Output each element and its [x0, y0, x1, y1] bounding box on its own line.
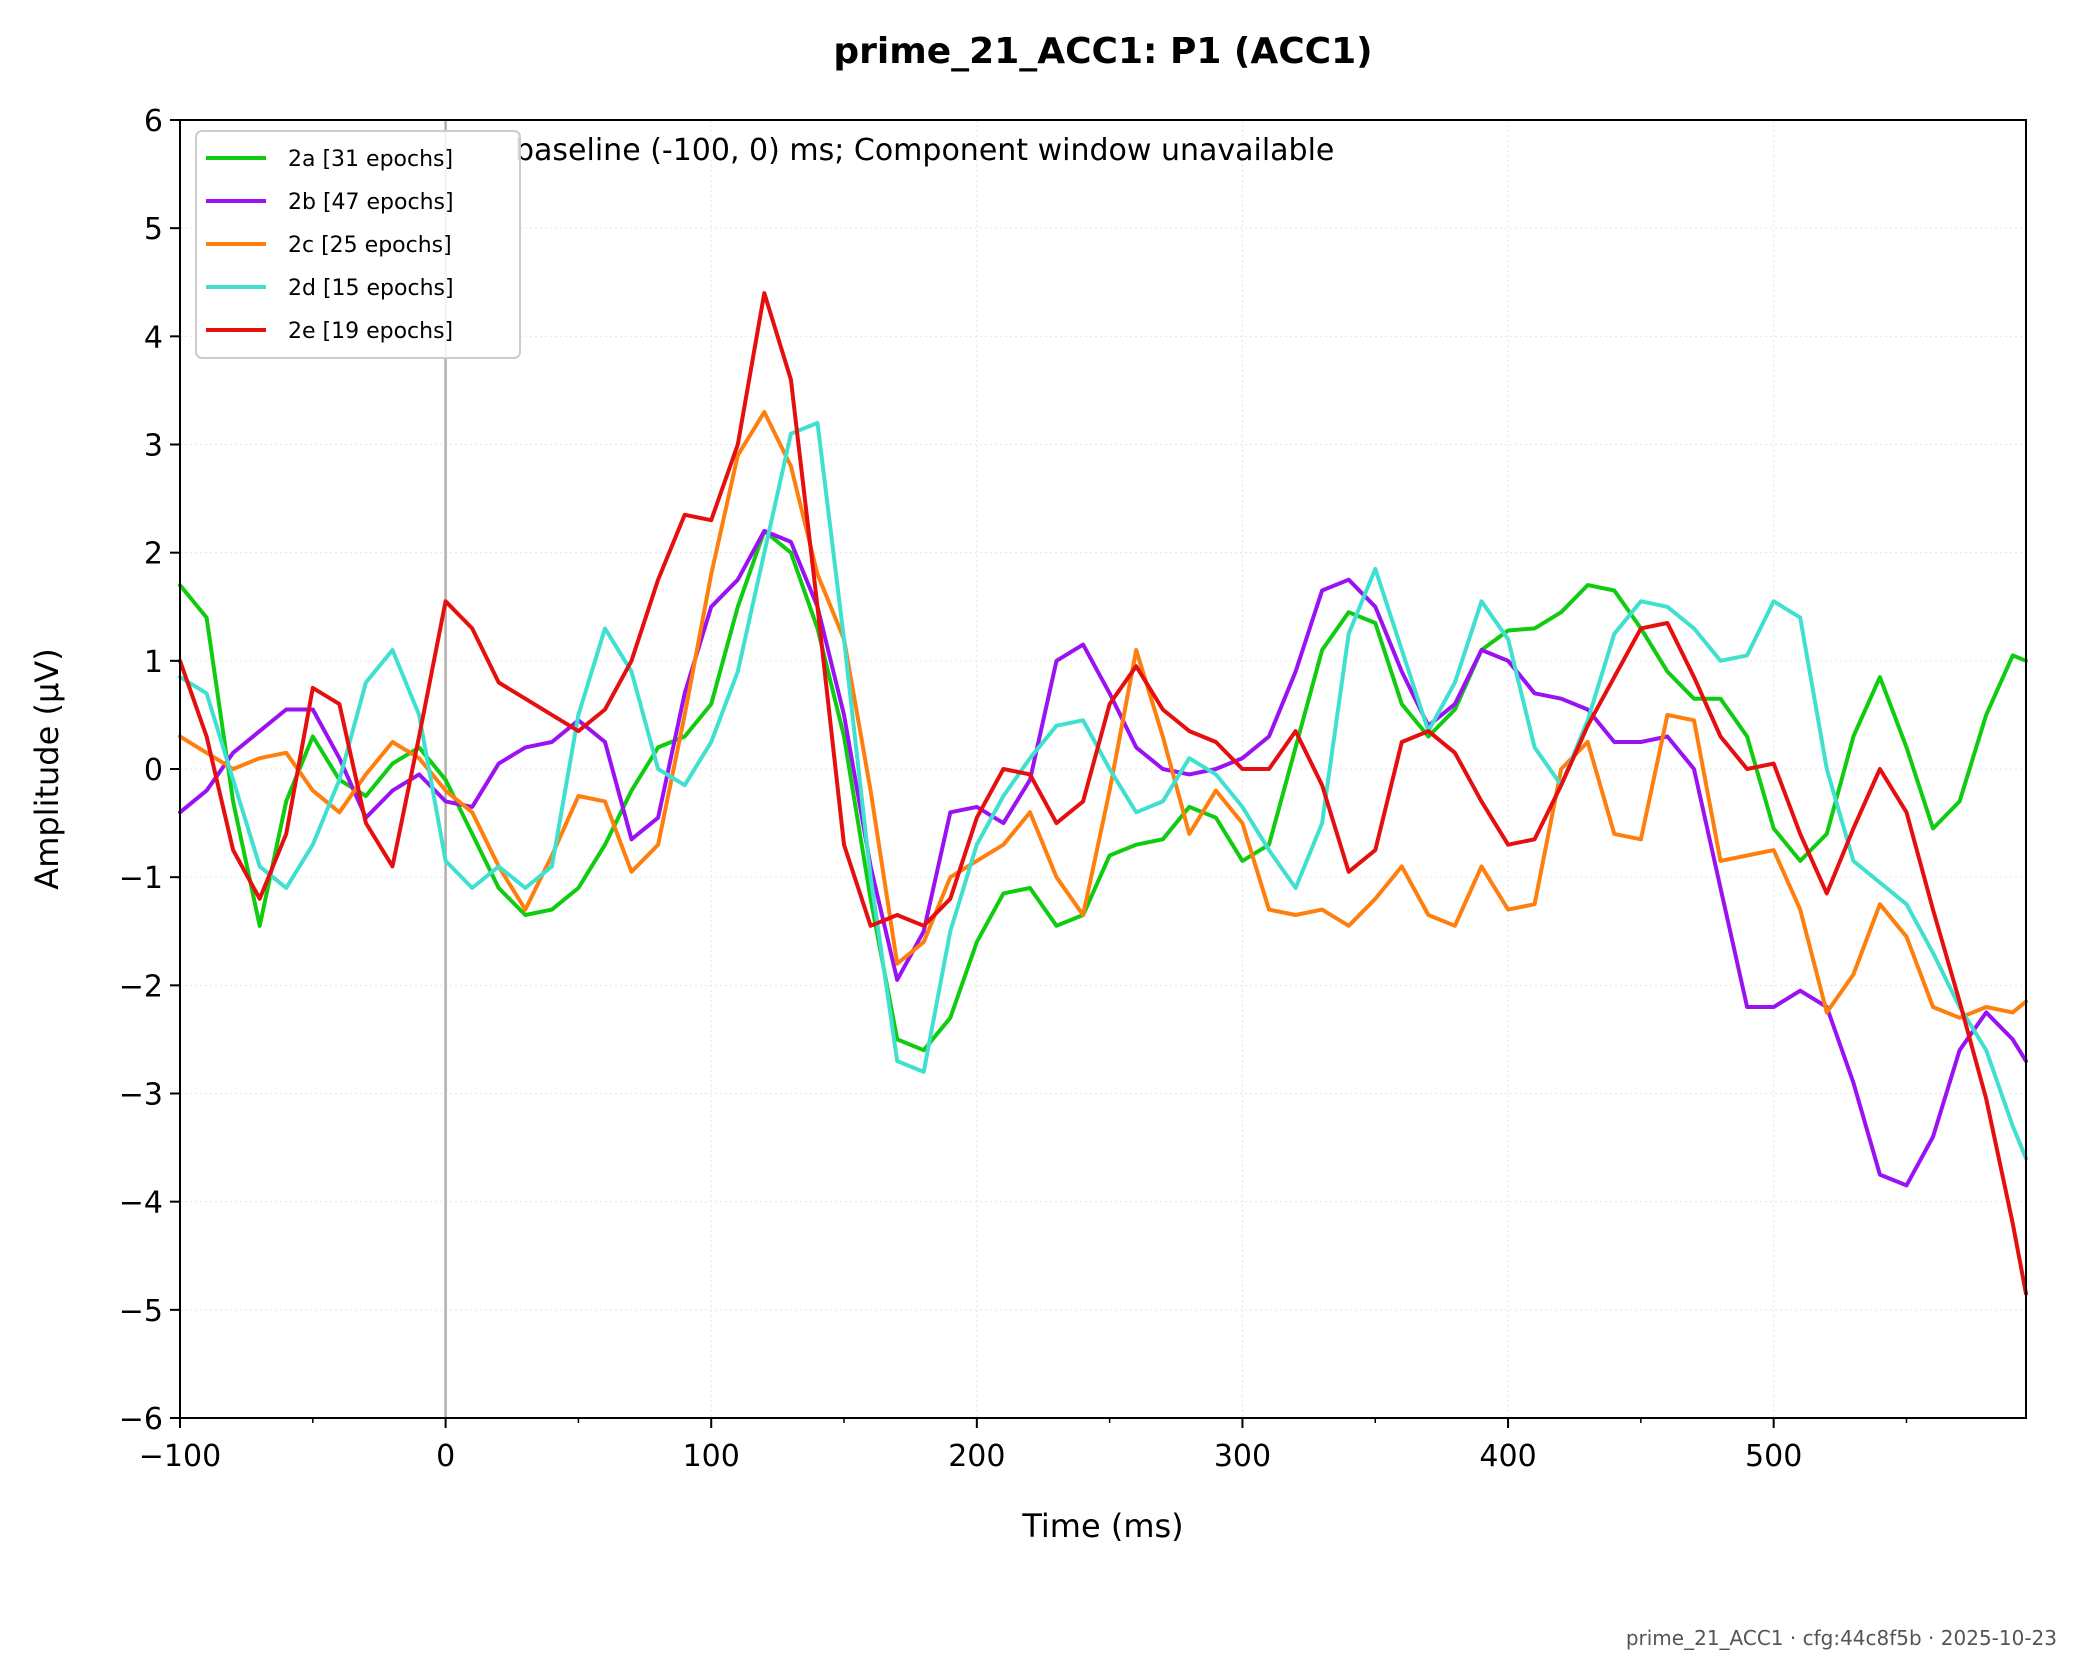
legend-label-2e: 2e [19 epochs] [288, 319, 453, 344]
chart-title: prime_21_ACC1: P1 (ACC1) [833, 31, 1372, 72]
footer-stamp: prime_21_ACC1 · cfg:44c8f5b · 2025-10-23 [1626, 1626, 2057, 1650]
y-axis-label: Amplitude (µV) [28, 648, 66, 889]
legend-label-2b: 2b [47 epochs] [288, 190, 454, 215]
y-tick-label: −6 [119, 1402, 163, 1437]
y-tick-label: 4 [144, 320, 163, 355]
legend-label-2d: 2d [15 epochs] [288, 276, 454, 301]
y-tick-label: −3 [119, 1078, 163, 1113]
y-axis: −6 −5 −4 −3 −2 −1 0 1 2 3 4 5 6 [119, 104, 180, 1437]
baseline-annotation: baseline (-100, 0) ms; Component window … [515, 133, 1334, 168]
series-line-2a [178, 529, 2028, 1053]
y-tick-label: −4 [119, 1186, 163, 1221]
legend: 2a [31 epochs] 2b [47 epochs] 2c [25 epoch… [195, 130, 521, 359]
series-line-2c [178, 410, 2028, 1020]
x-axis-label: Time (ms) [1021, 1507, 1183, 1545]
series-line-2e [178, 291, 2028, 1296]
series-group [178, 291, 2028, 1296]
x-tick-label: 0 [436, 1439, 455, 1474]
y-tick-label: −5 [119, 1294, 163, 1329]
series-line-2b [178, 529, 2028, 1188]
legend-label-2a: 2a [31 epochs] [288, 147, 453, 172]
legend-box [195, 130, 521, 359]
y-tick-label: 6 [144, 104, 163, 139]
series-line-2d [178, 420, 2028, 1161]
x-tick-label: 300 [1214, 1439, 1271, 1474]
y-tick-label: 1 [144, 645, 163, 680]
legend-label-2c: 2c [25 epochs] [288, 233, 452, 258]
x-tick-label: 400 [1479, 1439, 1536, 1474]
y-tick-label: −1 [119, 861, 163, 896]
y-tick-label: 3 [144, 429, 163, 464]
x-tick-label: 500 [1745, 1439, 1802, 1474]
y-tick-label: 5 [144, 212, 163, 247]
x-tick-label: 200 [948, 1439, 1005, 1474]
x-tick-label: −100 [139, 1439, 221, 1474]
x-tick-label: 100 [683, 1439, 740, 1474]
y-tick-label: −2 [119, 969, 163, 1004]
y-tick-label: 2 [144, 537, 163, 572]
y-tick-label: 0 [144, 753, 163, 788]
x-axis: −100 0 100 200 300 400 500 [139, 1418, 1908, 1474]
